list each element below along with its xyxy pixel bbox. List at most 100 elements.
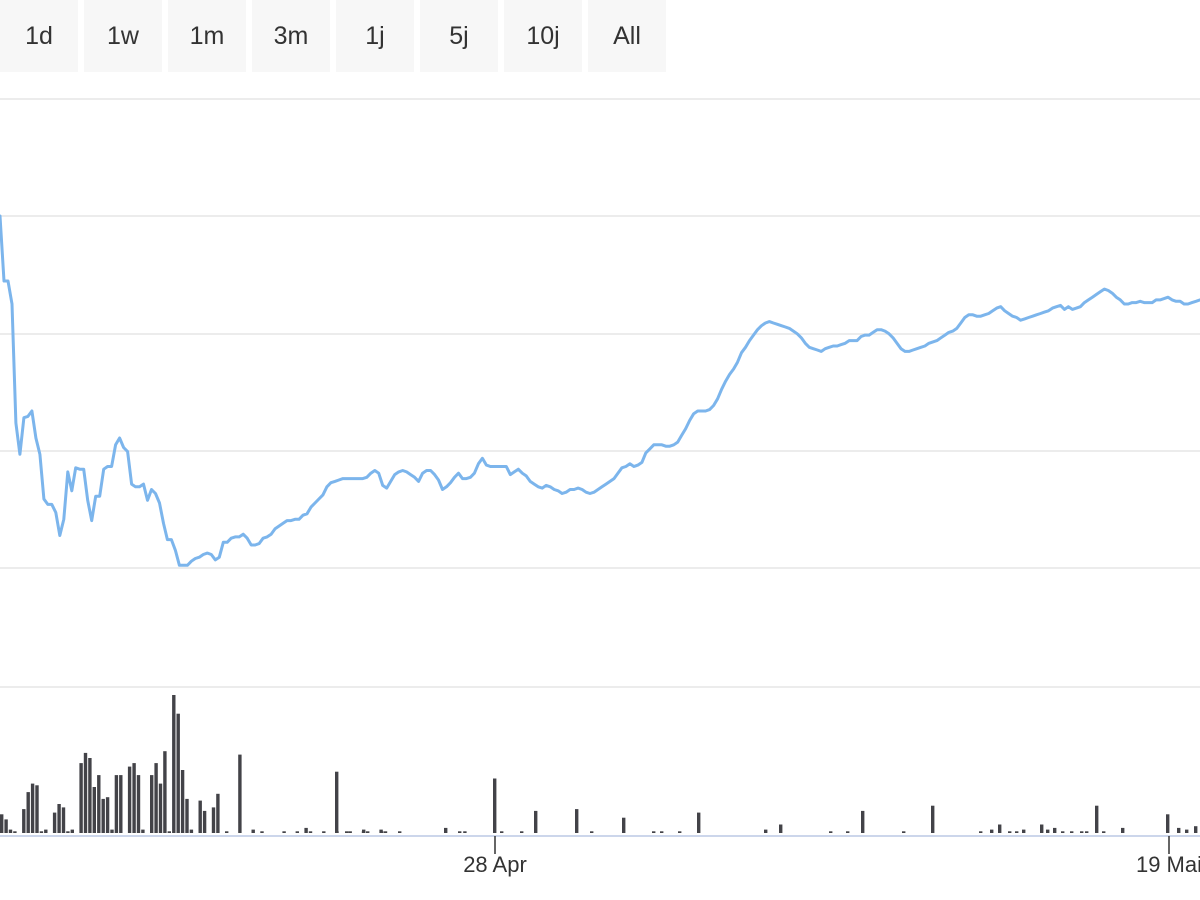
volume-bar (902, 831, 906, 833)
range-button-all[interactable]: All (588, 0, 666, 72)
volume-bar (764, 829, 768, 833)
volume-bar (35, 785, 39, 833)
volume-bar (70, 829, 74, 833)
volume-bar (335, 771, 339, 833)
volume-bar (652, 831, 656, 833)
volume-bar (1194, 826, 1198, 833)
volume-bar (0, 814, 4, 833)
range-button-1d[interactable]: 1d (0, 0, 78, 72)
volume-bar (500, 831, 504, 833)
volume-bar (444, 827, 448, 833)
range-button-5j[interactable]: 5j (420, 0, 498, 72)
volume-bar (1022, 829, 1026, 833)
volume-bar (308, 831, 313, 833)
volume-bar (180, 770, 185, 833)
volume-bar (22, 809, 26, 833)
volume-bar (13, 831, 17, 833)
volume-bar (141, 829, 145, 833)
volume-bar (1070, 831, 1074, 833)
volume-bar (1061, 831, 1065, 833)
volume-bar (1040, 824, 1044, 833)
volume-bar (110, 829, 114, 833)
volume-bar (590, 831, 594, 833)
volume-bar (322, 831, 326, 833)
volume-bar (304, 827, 308, 833)
volume-bar (158, 783, 163, 833)
volume-bar (660, 831, 664, 833)
volume-bar (198, 800, 202, 833)
volume-bar (990, 829, 994, 833)
volume-bar (1166, 814, 1170, 833)
volume-bar (211, 807, 216, 833)
volume-series (0, 695, 1198, 833)
volume-bar (1185, 829, 1189, 833)
volume-bar (176, 713, 180, 833)
volume-bar (136, 775, 141, 833)
volume-bar (1085, 831, 1089, 833)
range-button-10j[interactable]: 10j (504, 0, 582, 72)
volume-bar (163, 751, 167, 833)
volume-bar (79, 763, 83, 833)
volume-bar (1095, 805, 1099, 833)
volume-bar (779, 824, 783, 833)
volume-bar (238, 754, 242, 833)
volume-bar (622, 817, 626, 833)
volume-bar (216, 793, 220, 833)
volume-bar (829, 831, 833, 833)
volume-bar (1053, 827, 1057, 833)
x-axis: 28 Apr 19 Mai (0, 835, 1200, 877)
volume-bar (88, 758, 92, 833)
volume-bar (383, 831, 388, 833)
volume-bar (172, 695, 176, 833)
x-tick-label: 19 Mai (1136, 852, 1200, 877)
volume-bar (345, 831, 349, 833)
price-line (0, 214, 1200, 567)
volume-bar (493, 778, 497, 833)
volume-bar (1102, 831, 1106, 833)
volume-bar (846, 831, 850, 833)
volume-bar (861, 810, 865, 833)
volume-bar (101, 798, 105, 833)
volume-bar (26, 792, 30, 833)
volume-bar (534, 810, 538, 833)
volume-bar (251, 829, 255, 833)
volume-bar (8, 829, 13, 833)
range-button-3m[interactable]: 3m (252, 0, 330, 72)
volume-bar (1121, 827, 1125, 833)
volume-bar (150, 775, 154, 833)
volume-bar (697, 812, 701, 833)
volume-bar (362, 829, 366, 833)
volume-bar (1046, 829, 1050, 833)
volume-bar (52, 812, 57, 833)
price-series (0, 214, 1200, 567)
volume-bar (380, 831, 384, 833)
volume-bar (114, 775, 119, 833)
range-button-1m[interactable]: 1m (168, 0, 246, 72)
volume-bar (4, 819, 8, 833)
volume-bar (57, 804, 61, 833)
range-button-1j[interactable]: 1j (336, 0, 414, 72)
volume-bar (1008, 831, 1012, 833)
volume-bar (127, 766, 132, 833)
volume-bar (260, 831, 264, 833)
volume-bar (678, 831, 682, 833)
volume-bar (61, 807, 66, 833)
volume-bar (979, 831, 983, 833)
range-selector: 1d 1w 1m 3m 1j 5j 10j All (0, 0, 672, 72)
volume-bar (44, 829, 48, 833)
volume-bar (998, 824, 1002, 833)
volume-bar (458, 831, 462, 833)
volume-bar (225, 831, 229, 833)
volume-bar (366, 831, 370, 833)
volume-bar (1015, 831, 1019, 833)
volume-bar (30, 783, 35, 833)
volume-bar (282, 831, 286, 833)
volume-bar (398, 831, 402, 833)
volume-bar (295, 831, 299, 833)
volume-bar (39, 831, 44, 833)
volume-bar (185, 798, 189, 833)
volume-bar (83, 752, 88, 833)
range-button-1w[interactable]: 1w (84, 0, 162, 72)
volume-bar (202, 810, 207, 833)
